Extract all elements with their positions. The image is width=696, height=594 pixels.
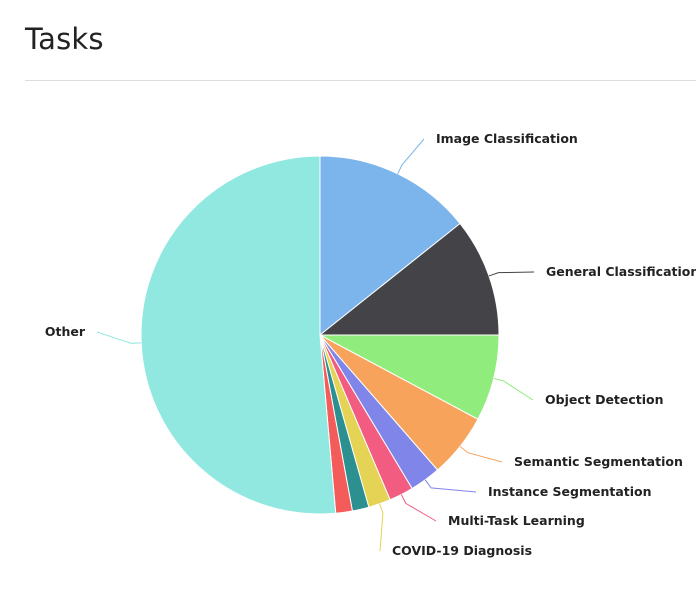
pie-slice-other[interactable] bbox=[140, 155, 337, 515]
connector-object-detection bbox=[493, 377, 534, 401]
connector-multi-task-learning bbox=[400, 494, 437, 522]
connector-general-classification bbox=[488, 271, 535, 277]
data-label-other: Other bbox=[45, 324, 86, 339]
page-title: Tasks bbox=[25, 22, 104, 56]
data-label-object-detection: Object Detection bbox=[545, 392, 664, 407]
data-label-image-classification: Image Classification bbox=[436, 131, 578, 146]
pie-slice-general-classification[interactable] bbox=[318, 222, 500, 336]
connector-covid-19-diagnosis bbox=[379, 503, 384, 552]
title-divider bbox=[25, 80, 696, 81]
connector-semantic-segmentation bbox=[459, 446, 503, 463]
connector-instance-segmentation bbox=[424, 479, 477, 493]
pie-slice-image-classification[interactable] bbox=[319, 155, 461, 337]
pie-labels: Image Classification General Classificati… bbox=[45, 131, 696, 558]
data-label-semantic-segmentation: Semantic Segmentation bbox=[514, 454, 683, 469]
pie-slices bbox=[140, 155, 500, 515]
data-label-instance-segmentation: Instance Segmentation bbox=[488, 484, 652, 499]
data-label-covid-19-diagnosis: COVID-19 Diagnosis bbox=[392, 543, 532, 558]
connector-other bbox=[96, 331, 142, 344]
connector-image-classification bbox=[397, 138, 425, 174]
data-label-general-classification: General Classification bbox=[546, 264, 696, 279]
data-label-multi-task-learning: Multi-Task Learning bbox=[448, 513, 585, 528]
